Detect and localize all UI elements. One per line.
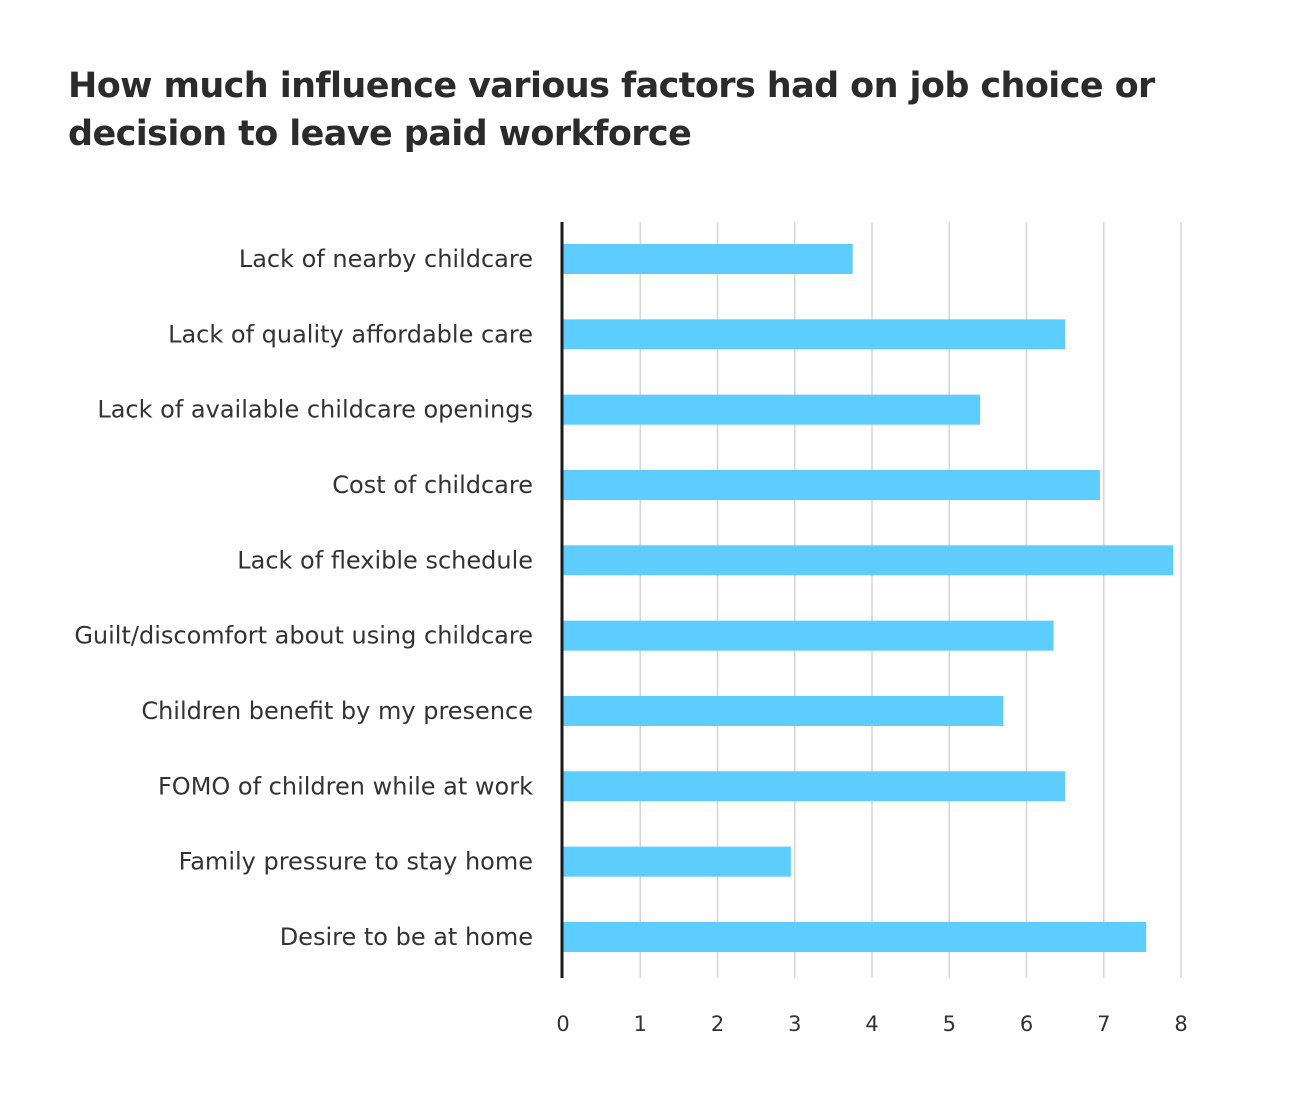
x-tick-label: 5 [943, 1012, 956, 1036]
category-label: Guilt/discomfort about using childcare [74, 622, 533, 650]
category-labels: Lack of nearby childcare Lack of quality … [74, 245, 533, 951]
x-tick-label: 3 [788, 1012, 801, 1036]
x-tick-label: 7 [1097, 1012, 1110, 1036]
bar [563, 921, 1147, 952]
x-tick-label: 4 [865, 1012, 878, 1036]
category-label: Desire to be at home [280, 923, 533, 951]
bar [563, 695, 1004, 726]
category-label: Lack of available childcare openings [97, 396, 533, 424]
category-label: Cost of childcare [332, 471, 533, 499]
bar [563, 545, 1174, 576]
x-tick-label: 0 [556, 1012, 569, 1036]
bar [563, 319, 1066, 350]
bar [563, 620, 1054, 651]
x-tick-label: 1 [634, 1012, 647, 1036]
x-tick-label: 6 [1020, 1012, 1033, 1036]
category-label: Lack of flexible schedule [237, 546, 533, 574]
category-label: Family pressure to stay home [179, 848, 533, 876]
x-tick-label: 8 [1174, 1012, 1187, 1036]
x-tick-label: 2 [711, 1012, 724, 1036]
bar [563, 244, 853, 274]
category-label: Lack of quality affordable care [168, 320, 533, 348]
x-tick-labels: 0 1 2 3 4 5 6 7 8 [556, 1012, 1187, 1036]
bar [563, 394, 981, 425]
category-label: Children benefit by my presence [141, 697, 533, 725]
category-label: Lack of nearby childcare [239, 245, 533, 273]
bar [563, 846, 791, 877]
bar [563, 771, 1066, 802]
bar [563, 469, 1100, 500]
bars [563, 244, 1174, 952]
chart-title: How much influence various factors had o… [68, 66, 1155, 154]
category-label: FOMO of children while at work [158, 772, 533, 800]
